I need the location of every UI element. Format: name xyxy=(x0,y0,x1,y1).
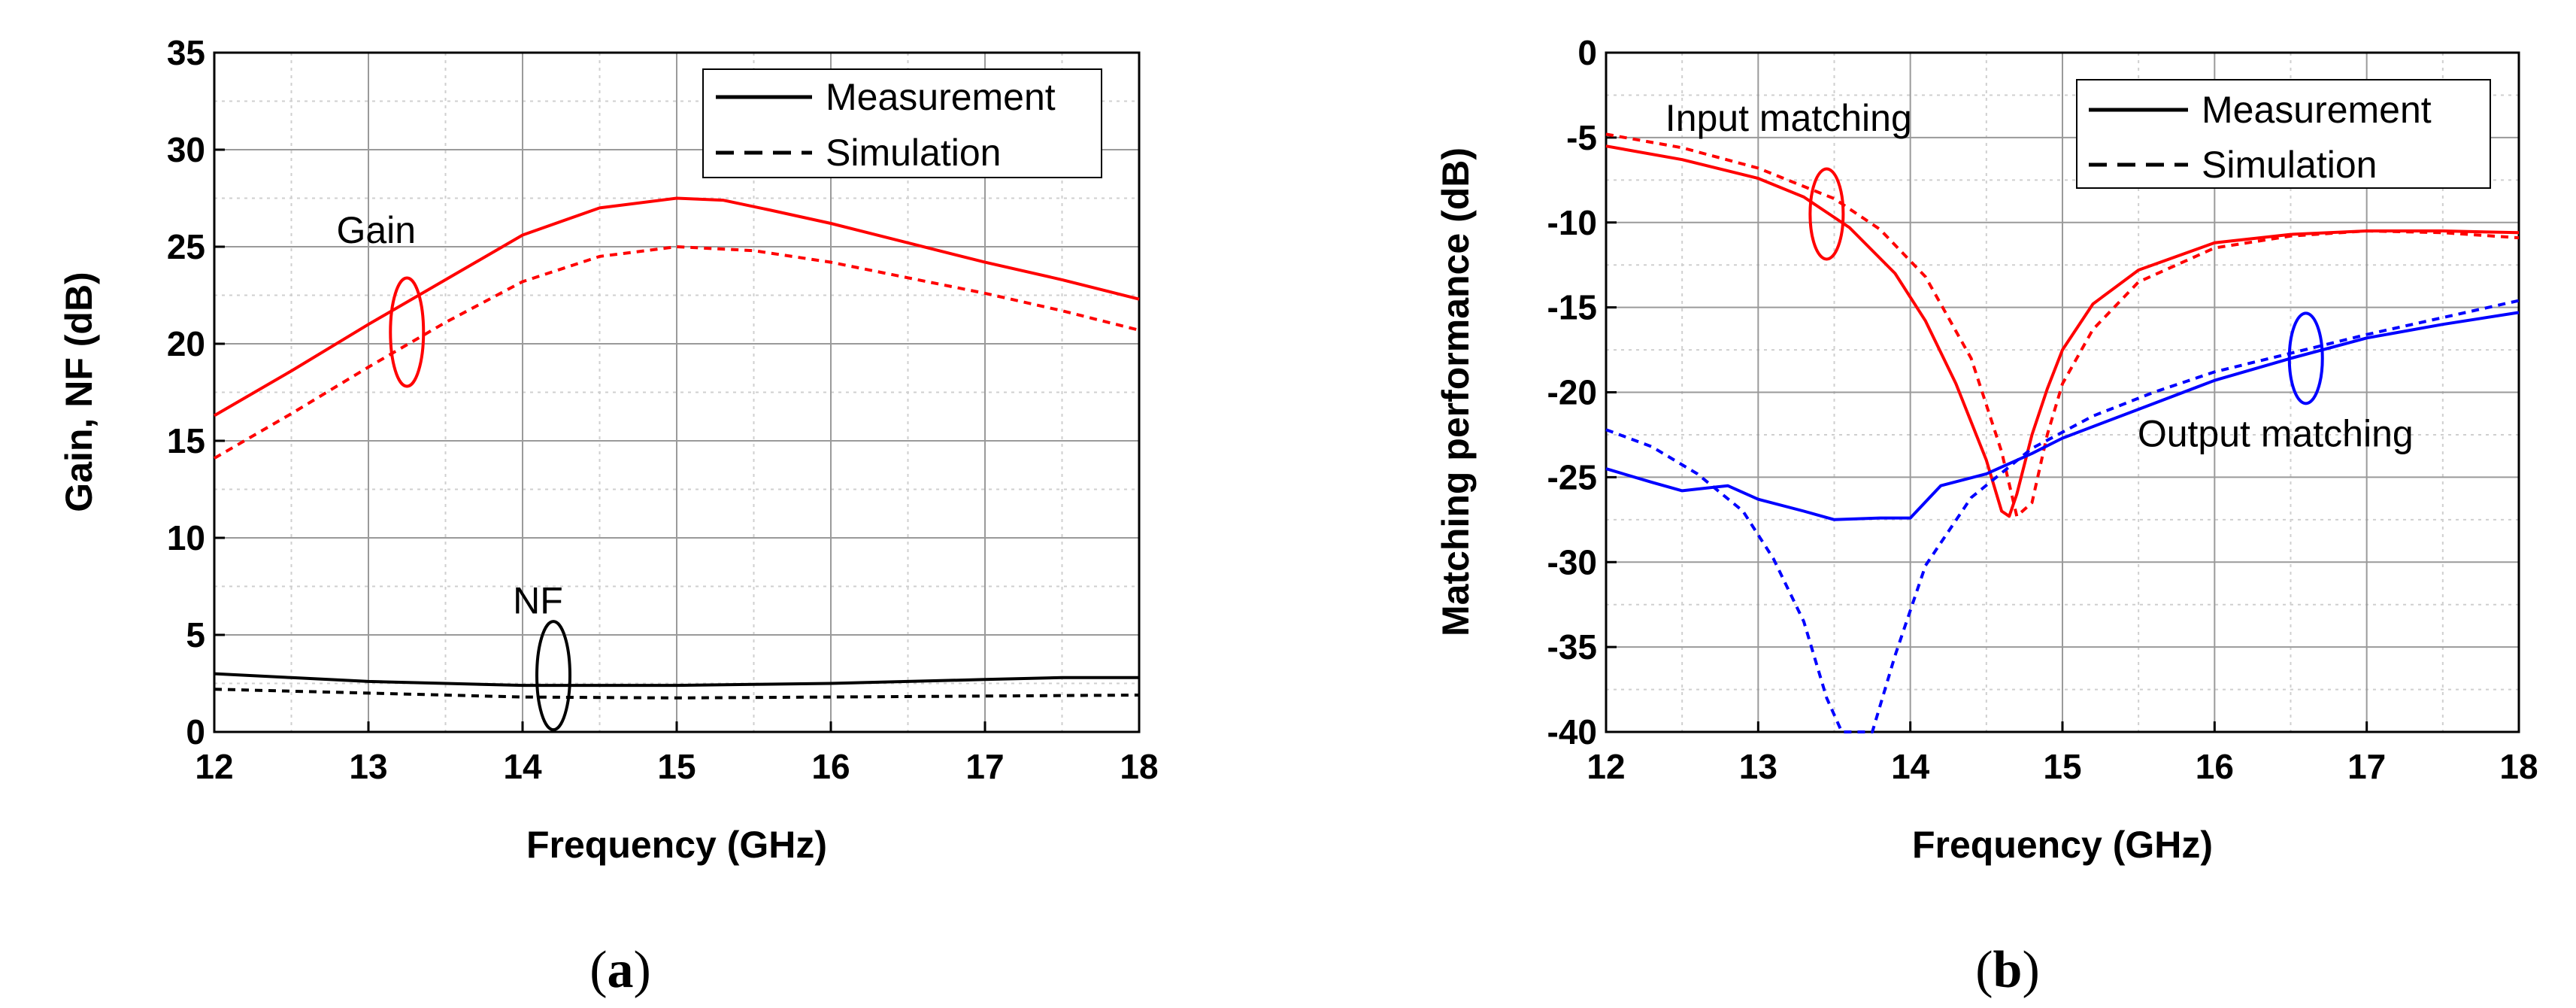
y-tick-label: -10 xyxy=(1547,203,1597,242)
x-tick-label: 16 xyxy=(2196,747,2234,786)
panel-a-legend-measurement-label: Measurement xyxy=(826,76,1056,118)
panel-a-axis-ticks: 12 13 14 15 16 17 18 0 5 10 15 20 25 30 35 xyxy=(167,33,1159,786)
x-tick-label: 13 xyxy=(1739,747,1777,786)
series-input-matching-measurement xyxy=(1605,144,2520,518)
panel-a-x-axis-title: Frequency (GHz) xyxy=(526,824,827,866)
y-tick-label: 0 xyxy=(186,712,205,751)
y-tick-label: 30 xyxy=(167,130,205,169)
y-tick-label: 15 xyxy=(167,421,205,460)
panel-a-legend-box xyxy=(702,68,1102,178)
series-input-matching-simulation xyxy=(1605,132,2520,518)
panel-b-chart: 12 13 14 15 16 17 18 -40 -35 -30 -25 -20 -15 -10 -5 0 I… xyxy=(1435,33,2538,999)
panel-b-legend: Measurement Simulation xyxy=(2076,79,2491,189)
y-tick-label: -40 xyxy=(1547,712,1597,751)
y-tick-label: -5 xyxy=(1566,118,1597,157)
y-tick-label: 20 xyxy=(167,324,205,363)
y-tick-label: -15 xyxy=(1547,288,1597,327)
panel-b-legend-measurement-label: Measurement xyxy=(2202,89,2432,131)
panel-a-annotations: Gain NF xyxy=(336,209,571,732)
y-tick-label: -35 xyxy=(1547,627,1597,666)
annotation-label-output-matching: Output matching xyxy=(2138,413,2414,455)
annotation-ellipse-output-matching xyxy=(2287,311,2324,405)
x-tick-label: 14 xyxy=(1891,747,1930,786)
panel-a-chart: 12 13 14 15 16 17 18 0 5 10 15 20 25 30 35 Gain NF Meas… xyxy=(58,33,1159,999)
panel-a-legend-simulation-label: Simulation xyxy=(826,132,1001,174)
annotation-ellipse-input-matching xyxy=(1808,167,1845,261)
series-gain-measurement xyxy=(213,196,1140,417)
x-tick-label: 14 xyxy=(503,747,542,786)
panel-b-caption: (b) xyxy=(1975,941,2040,999)
x-tick-label: 16 xyxy=(811,747,850,786)
x-tick-label: 15 xyxy=(2043,747,2081,786)
y-tick-label: -25 xyxy=(1547,457,1597,496)
panel-b-x-axis-title: Frequency (GHz) xyxy=(1912,824,2213,866)
panel-b-legend-simulation-label: Simulation xyxy=(2202,144,2377,186)
panel-a-series xyxy=(213,196,1140,700)
y-tick-label: 25 xyxy=(167,227,205,266)
panel-a-caption-text: a xyxy=(608,941,634,999)
annotation-ellipse-gain xyxy=(389,276,426,388)
panel-a-caption: (a) xyxy=(589,941,651,999)
series-output-matching-simulation xyxy=(1605,299,2520,733)
panel-a-legend: Measurement Simulation xyxy=(702,68,1102,178)
x-tick-label: 18 xyxy=(2499,747,2538,786)
annotation-label-nf: NF xyxy=(513,580,563,622)
series-gain-simulation xyxy=(213,245,1140,460)
series-nf-simulation xyxy=(214,688,1140,700)
panel-b-y-axis-title: Matching performance (dB) xyxy=(1435,147,1477,636)
x-tick-label: 17 xyxy=(965,747,1004,786)
series-nf-measurement xyxy=(214,672,1139,688)
y-tick-label: 0 xyxy=(1577,33,1597,72)
x-tick-label: 17 xyxy=(2347,747,2386,786)
panel-b-annotations: Input matching Output matching xyxy=(1665,97,2414,455)
annotation-label-gain: Gain xyxy=(336,209,416,251)
panel-b-legend-box xyxy=(2076,79,2491,189)
y-tick-label: 5 xyxy=(186,615,205,654)
x-tick-label: 15 xyxy=(657,747,696,786)
y-tick-label: -20 xyxy=(1547,373,1597,412)
y-tick-label: 35 xyxy=(167,33,205,72)
x-tick-label: 12 xyxy=(195,747,233,786)
panel-b-caption-text: b xyxy=(1993,941,2023,999)
panel-b-axis-ticks: 12 13 14 15 16 17 18 -40 -35 -30 -25 -20 -15 -10 -5 0 xyxy=(1547,33,2538,786)
panel-a-y-axis-title: Gain, NF (dB) xyxy=(58,272,100,512)
y-tick-label: -30 xyxy=(1547,542,1597,581)
x-tick-label: 18 xyxy=(1120,747,1158,786)
x-tick-label: 12 xyxy=(1587,747,1625,786)
annotation-label-input-matching: Input matching xyxy=(1665,97,1912,139)
x-tick-label: 13 xyxy=(349,747,387,786)
y-tick-label: 10 xyxy=(167,518,205,557)
annotation-ellipse-nf xyxy=(535,620,571,732)
